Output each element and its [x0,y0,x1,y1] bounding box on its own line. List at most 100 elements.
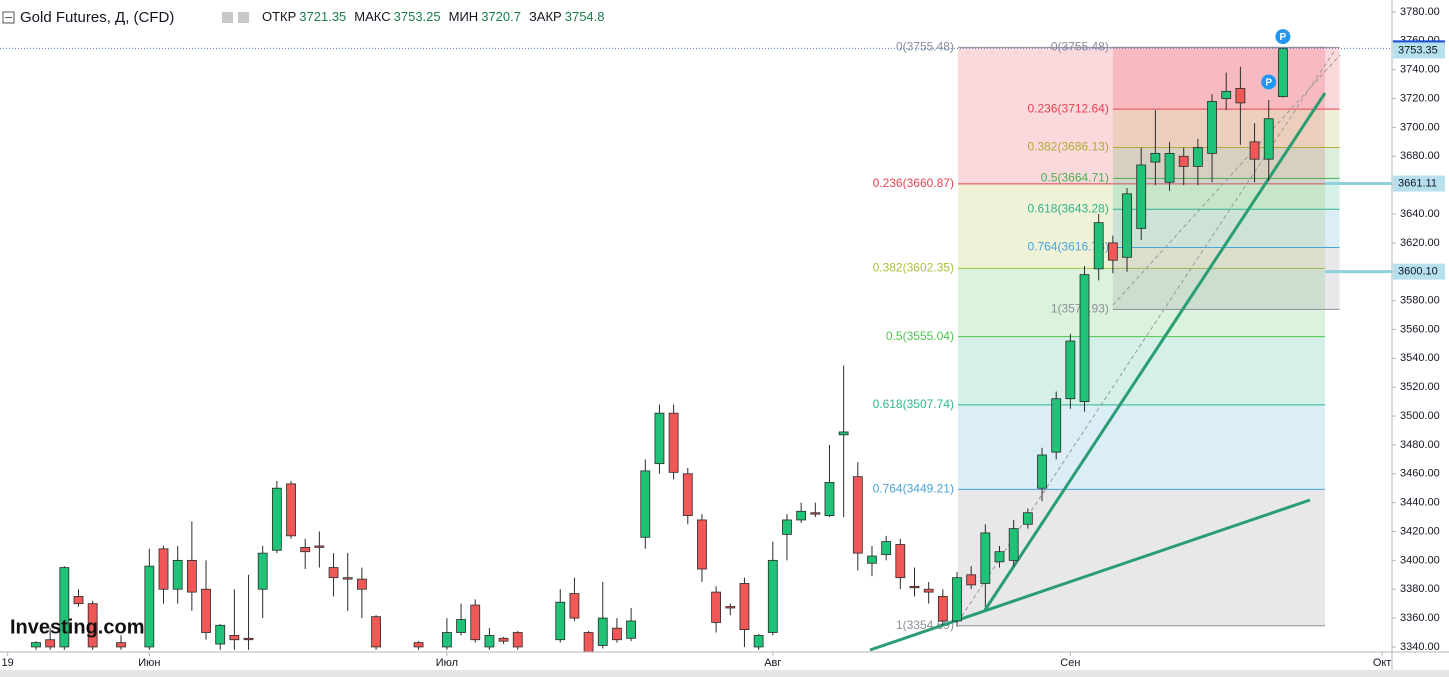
chart-title: Gold Futures, Д, (CFD) [20,9,174,26]
fib-band [1112,147,1340,179]
candle-body [215,624,226,645]
candle-body [1263,118,1274,160]
candle-body [442,632,452,648]
candle-body [484,635,495,648]
y-tick-label: 3520.00 [1400,381,1440,393]
collapse-icon[interactable] [2,11,15,24]
fib-band [1112,109,1340,148]
fib-label: 0.764(3449.21) [873,482,954,496]
candle-body [300,546,311,553]
candle-body [116,642,126,648]
candle-body [512,632,523,648]
settings-icon[interactable] [238,12,249,23]
candle-body [555,601,566,641]
settings-icon[interactable] [222,12,233,23]
fib-label: 0.382(3686.13) [1027,140,1108,154]
candle-body [158,548,169,590]
candle-body [1221,90,1232,99]
y-tick-label: 3700.00 [1400,121,1440,133]
fib-band [1112,178,1340,210]
x-tick-label: Окт [1373,657,1392,669]
y-tick-label: 3420.00 [1400,525,1440,537]
y-tick-label: 3500.00 [1400,410,1440,422]
candle-body [243,637,254,641]
ohlc-legend: ОТКР 3721.35 МАКС 3753.25 МИН 3720.7 ЗАКР 3754.… [262,9,605,24]
candle-body [87,603,98,648]
ohlc-label: МАКС [354,9,390,24]
candle-body [172,559,183,590]
fib-band [1112,247,1340,310]
price-label: 3753.35 [1398,44,1438,56]
y-tick-label: 3560.00 [1400,323,1440,335]
candle-body [952,577,962,622]
ohlc-label: ОТКР [262,9,296,24]
candle-body [186,559,197,593]
candle-body [682,473,693,517]
candle-body [980,532,991,584]
fib-band [957,268,1325,337]
y-tick-label: 3680.00 [1400,150,1440,162]
candle-body [73,596,84,605]
header: Gold Futures, Д, (CFD) ОТКР 3721.35 МАКС 37… [2,9,605,26]
candle-body [838,431,849,436]
y-tick-label: 3400.00 [1400,554,1440,566]
fib-label: 0.618(3643.28) [1027,201,1108,215]
price-label-bg [1393,42,1445,59]
candle-body [342,577,353,580]
candle-body [31,642,41,648]
candle-body [144,565,155,648]
candle-body [1008,528,1019,561]
candle-body [782,519,792,535]
x-tick-label: Июн [138,657,160,669]
candle-body [1037,454,1047,489]
x-tick-label: Авг [764,657,781,669]
y-tick-label: 3440.00 [1400,497,1440,509]
candle-body [328,567,339,579]
fib-label: 1(3354.69) [896,618,954,632]
candle-body [654,412,665,465]
candle-body [470,604,481,641]
candle-body [356,578,367,590]
y-tick-label: 3780.00 [1400,6,1440,18]
scrollbar[interactable] [0,670,1449,677]
fib-label: 0(3755.48) [1051,40,1109,54]
y-tick-label: 3360.00 [1400,612,1440,624]
candle-body [314,545,325,548]
candle-body [456,619,466,633]
fib-label: 0.764(3616.78) [1027,240,1108,254]
x-tick-label: Сен [1060,657,1080,669]
price-label-bg [1393,263,1445,280]
price-label-bg [1393,175,1445,192]
marker [1275,29,1291,45]
marker-label: P [1280,32,1287,43]
candle-body [626,620,637,639]
candle-body [895,544,906,579]
x-tick-label: 19 [2,657,14,669]
candle-body [937,596,948,622]
candle-body [994,551,1005,563]
candle-body [725,606,736,609]
price-label: 3600.10 [1398,266,1438,278]
candle-body [1122,193,1132,258]
candle-body [909,585,920,589]
candle-body [271,487,282,551]
y-tick-label: 3740.00 [1400,64,1440,76]
y-tick-label: 3480.00 [1400,439,1440,451]
trend-line [869,498,1311,652]
candle-body [286,483,296,537]
fib-label: 0.5(3555.04) [886,329,954,343]
y-tick-label: 3620.00 [1400,237,1440,249]
x-tick-label: Июл [436,657,458,669]
candle-body [1022,512,1033,525]
y-tick-label: 3720.00 [1400,92,1440,104]
candle-body [867,555,877,564]
candle-body [668,412,679,473]
candle-body [852,476,863,554]
candle-body [1178,155,1189,167]
ohlc-value: 3754.8 [565,9,605,24]
fib-label: 0.618(3507.74) [873,397,954,411]
fib-label: 0.236(3660.87) [873,176,954,190]
candle-body [59,567,70,648]
candle-body [1192,147,1203,167]
candle-body [1249,141,1260,160]
